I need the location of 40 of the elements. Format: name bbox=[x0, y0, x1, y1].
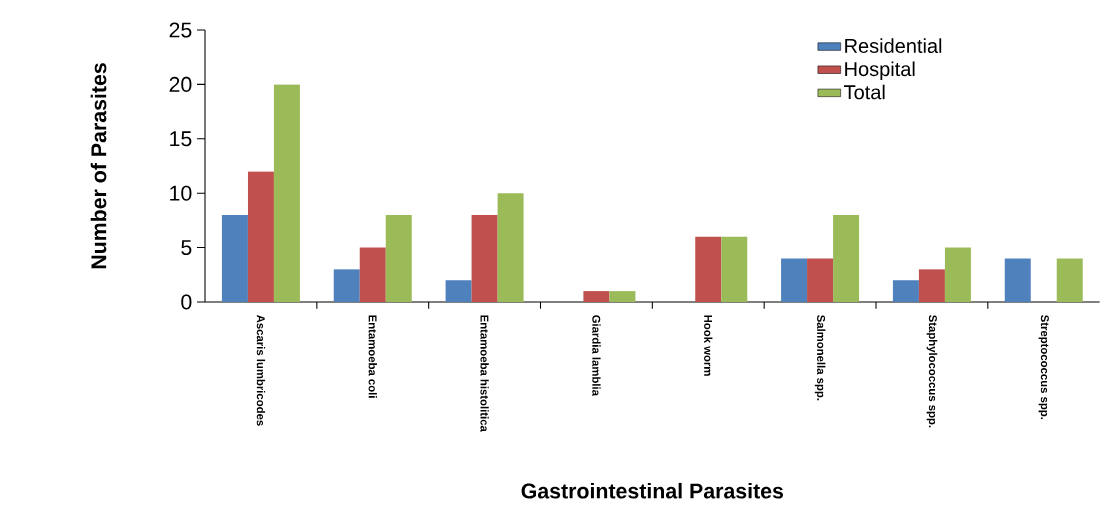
y-tick-label: 5 bbox=[181, 240, 192, 256]
bar bbox=[273, 84, 300, 302]
bar bbox=[385, 214, 412, 302]
bar bbox=[833, 214, 860, 302]
bar bbox=[721, 236, 748, 302]
legend-label: Total bbox=[844, 84, 885, 100]
bar bbox=[781, 258, 808, 302]
bar bbox=[583, 291, 610, 302]
x-tick-label: Giardia lamblia bbox=[592, 315, 601, 397]
x-axis-title: Gastrointestinal Parasites bbox=[521, 482, 784, 499]
y-tick-label: 25 bbox=[169, 22, 192, 38]
x-tick-label: Entamoeba histolitica bbox=[480, 315, 489, 432]
bar bbox=[497, 193, 524, 302]
bar bbox=[221, 214, 248, 302]
bar bbox=[695, 236, 722, 302]
bar bbox=[944, 247, 971, 302]
bar bbox=[1056, 258, 1083, 302]
bar bbox=[918, 269, 945, 302]
bar bbox=[333, 269, 360, 302]
bar bbox=[807, 258, 834, 302]
x-tick-label: Hook worm bbox=[704, 315, 713, 376]
x-tick-label: Streptococcus spp. bbox=[1038, 315, 1049, 420]
x-tick-label: Entamoeba coli bbox=[368, 315, 377, 398]
y-tick-label: 10 bbox=[170, 185, 192, 201]
bar bbox=[247, 171, 274, 302]
x-tick-label: Ascaris lumbricodes bbox=[256, 314, 266, 426]
y-tick-label: 20 bbox=[169, 76, 192, 92]
y-tick-label: 15 bbox=[170, 131, 192, 147]
bar bbox=[445, 280, 472, 302]
y-axis-title: Number of Parasites bbox=[90, 63, 107, 269]
x-tick-label: Salmonella spp. bbox=[814, 315, 826, 401]
bar bbox=[359, 247, 386, 302]
bar bbox=[609, 291, 636, 302]
x-tick-label: Staphylococcus spp. bbox=[926, 315, 938, 428]
bar bbox=[892, 280, 919, 302]
bar bbox=[1004, 258, 1031, 302]
y-tick-label: 0 bbox=[181, 294, 192, 310]
legend-label: Hospital bbox=[845, 61, 915, 81]
bar bbox=[471, 214, 498, 302]
legend-label: Residential bbox=[845, 38, 942, 53]
